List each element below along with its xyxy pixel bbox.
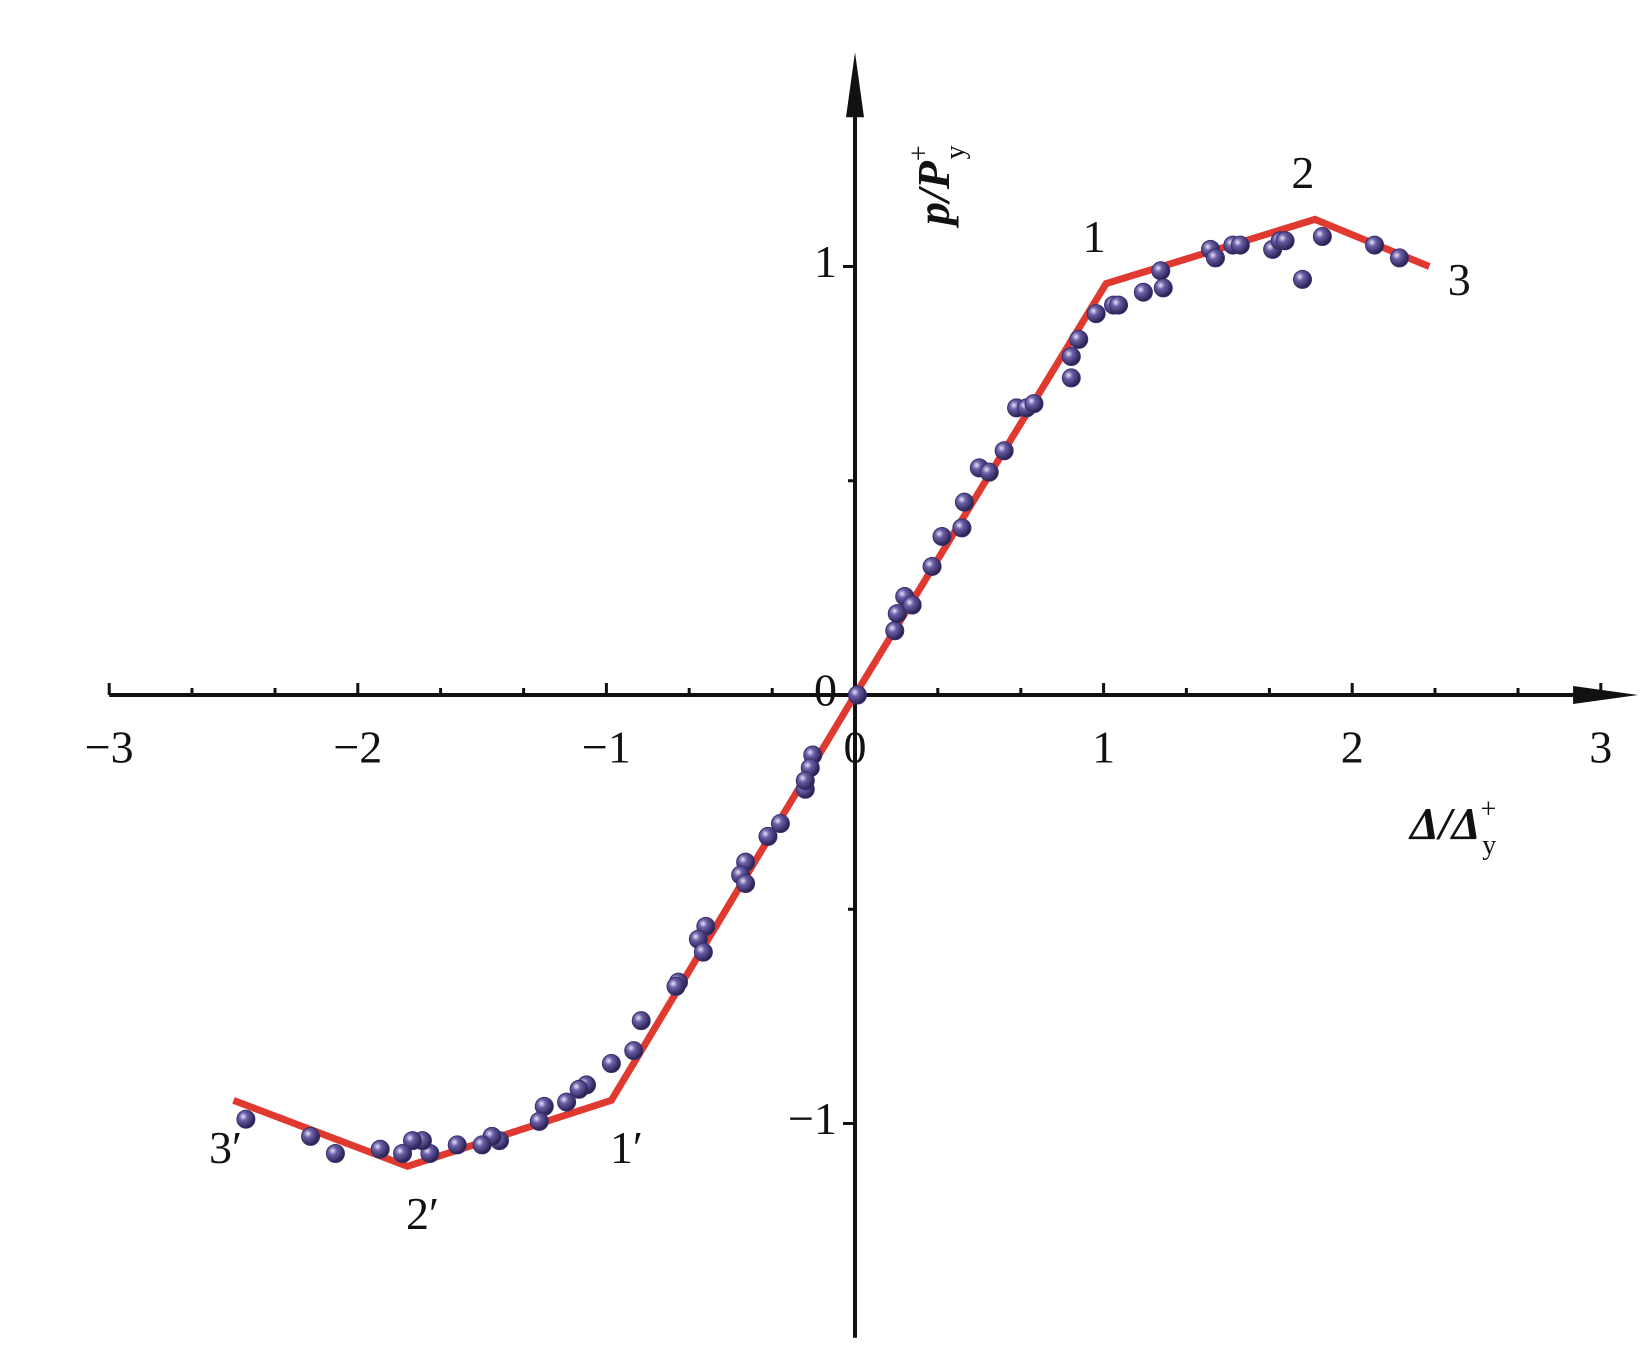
x-tick-label: 2: [1341, 722, 1364, 773]
x-tick-label: 0: [844, 722, 867, 773]
data-point: [1069, 329, 1089, 349]
y-axis-label: p/P+ y: [904, 145, 971, 229]
data-point: [952, 518, 972, 538]
data-point: [447, 1135, 467, 1155]
point-label: 3: [1448, 254, 1471, 305]
data-point: [1024, 394, 1044, 414]
data-point: [847, 685, 867, 705]
y-tick-label: 0: [814, 665, 837, 716]
y-axis-arrow: [846, 52, 864, 118]
data-point: [301, 1126, 321, 1146]
data-point: [370, 1139, 390, 1159]
x-axis-arrow: [1573, 686, 1639, 704]
data-point: [666, 976, 686, 996]
data-point: [557, 1092, 577, 1112]
x-tick-label: −1: [582, 722, 631, 773]
point-label: 1′: [610, 1122, 643, 1173]
data-point: [795, 771, 815, 791]
x-axis-label-main: Δ/Δ: [1408, 798, 1480, 849]
y-tick-label: 1: [814, 236, 837, 287]
data-point: [736, 874, 756, 894]
data-point: [1292, 269, 1312, 289]
data-point: [1365, 235, 1385, 255]
y-axis-label-sub: y: [940, 145, 971, 159]
x-tick-label: 1: [1092, 722, 1115, 773]
data-point: [1061, 346, 1081, 366]
data-point: [994, 441, 1014, 461]
data-point: [693, 942, 713, 962]
point-label: 2: [1291, 147, 1314, 198]
data-point: [1205, 248, 1225, 268]
data-point: [1389, 248, 1409, 268]
data-point: [624, 1041, 644, 1061]
data-point: [1230, 235, 1250, 255]
data-point: [529, 1111, 549, 1131]
data-point: [1133, 282, 1153, 302]
data-point: [954, 492, 974, 512]
data-point: [1109, 295, 1129, 315]
x-tick-label: 3: [1589, 722, 1612, 773]
data-point: [472, 1135, 492, 1155]
data-point: [402, 1131, 422, 1151]
point-label: 3′: [209, 1122, 242, 1173]
y-tick-label: −1: [788, 1093, 837, 1144]
data-point: [922, 556, 942, 576]
data-point: [1275, 231, 1295, 251]
data-point: [1312, 227, 1332, 247]
x-axis-label-sub: y: [1482, 830, 1496, 861]
data-point: [979, 462, 999, 482]
x-tick-label: −2: [333, 722, 382, 773]
data-point: [631, 1011, 651, 1031]
point-label: 2′: [406, 1188, 439, 1239]
x-tick-label: −3: [85, 722, 134, 773]
data-point: [885, 621, 905, 641]
x-axis-label: Δ/Δ+ y: [1408, 794, 1496, 861]
data-point: [1153, 278, 1173, 298]
x-axis-label-sup: +: [1480, 794, 1496, 825]
data-point: [393, 1143, 413, 1163]
data-point: [1061, 368, 1081, 388]
point-label: 1: [1083, 211, 1106, 262]
data-point: [887, 604, 907, 624]
data-point: [1151, 261, 1171, 281]
y-axis-label-sup: +: [904, 145, 935, 161]
data-point: [932, 526, 952, 546]
data-point: [569, 1079, 589, 1099]
data-point: [325, 1143, 345, 1163]
data-point: [1086, 304, 1106, 324]
data-point: [236, 1109, 256, 1129]
data-point: [770, 814, 790, 834]
y-axis-label-main: p/P: [908, 160, 959, 229]
data-point: [758, 826, 778, 846]
data-point: [902, 595, 922, 615]
data-point: [601, 1054, 621, 1074]
